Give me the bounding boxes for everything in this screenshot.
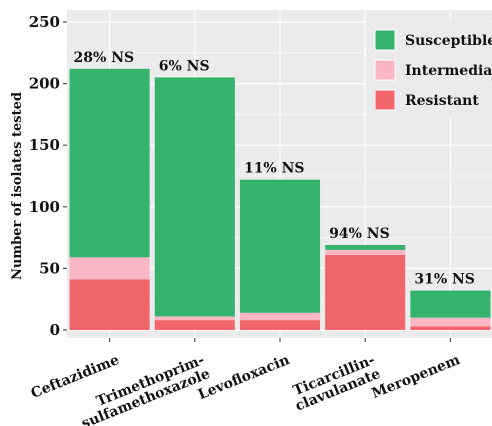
y-tick-label: 250 bbox=[29, 13, 60, 31]
y-axis-title: Number of isolates tested bbox=[10, 92, 25, 280]
legend: Susceptible Intermediate Resistant bbox=[366, 20, 492, 118]
bar-segment-susceptible bbox=[239, 179, 321, 313]
legend-swatch-susceptible bbox=[374, 29, 396, 51]
bar-segment-resistant bbox=[154, 320, 235, 330]
y-tick-label: 0 bbox=[50, 321, 60, 339]
y-tick-label: 50 bbox=[39, 259, 60, 277]
bar-segment-resistant bbox=[410, 326, 491, 330]
bar-segment-intermediate bbox=[410, 317, 491, 327]
bar-segment-intermediate bbox=[239, 312, 321, 321]
bars bbox=[69, 68, 491, 330]
ns-annotation: 6% NS bbox=[159, 58, 210, 74]
bar-segment-susceptible bbox=[154, 77, 235, 317]
ns-annotation: 28% NS bbox=[74, 50, 135, 66]
legend-swatch-resistant bbox=[374, 89, 396, 111]
bar-segment-susceptible bbox=[69, 68, 150, 258]
y-tick-label: 150 bbox=[29, 136, 60, 154]
bar-segment-intermediate bbox=[69, 257, 150, 280]
x-axis: CeftazidimeTrimethoprim-sulfamethoxazole… bbox=[29, 338, 463, 426]
x-tick-label: Ticarcillin-clavulanate bbox=[288, 352, 383, 415]
bar-segment-resistant bbox=[325, 254, 406, 330]
bar-segment-susceptible bbox=[325, 244, 406, 250]
legend-label-intermediate: Intermediate bbox=[405, 63, 492, 79]
ns-annotations: 28% NS 6% NS 11% NS 94% NS 31% NS bbox=[74, 50, 475, 288]
ns-annotation: 11% NS bbox=[244, 161, 305, 177]
ns-annotation: 31% NS bbox=[414, 272, 475, 288]
bar-segment-intermediate bbox=[154, 316, 235, 321]
legend-label-resistant: Resistant bbox=[405, 93, 479, 109]
y-tick-label: 100 bbox=[29, 198, 60, 216]
bar-segment-resistant bbox=[69, 279, 150, 330]
y-axis: 0 50 100 150 200 250 bbox=[29, 13, 67, 339]
bar-segment-resistant bbox=[239, 320, 321, 330]
legend-label-susceptible: Susceptible bbox=[405, 33, 492, 49]
bar-segment-intermediate bbox=[325, 249, 406, 255]
ns-annotation: 94% NS bbox=[329, 226, 390, 242]
x-tick-label: Meropenem bbox=[370, 352, 463, 402]
legend-swatch-intermediate bbox=[374, 59, 396, 81]
bar-segment-susceptible bbox=[410, 290, 491, 318]
y-tick-label: 200 bbox=[29, 75, 60, 93]
